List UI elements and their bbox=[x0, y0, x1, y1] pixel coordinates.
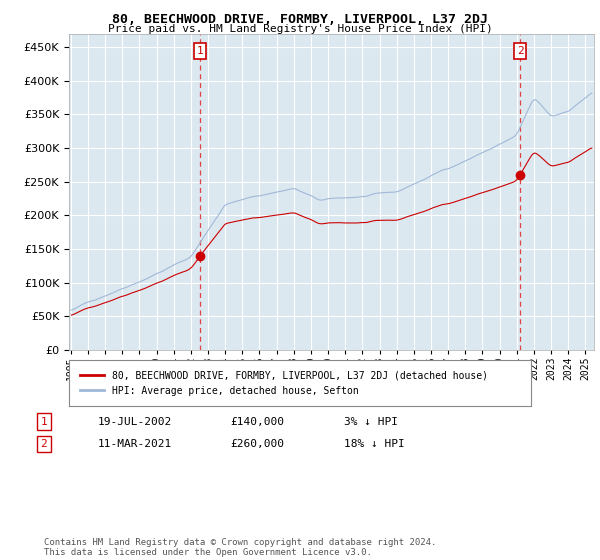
Text: £140,000: £140,000 bbox=[230, 417, 284, 427]
Text: 2: 2 bbox=[40, 439, 47, 449]
Text: 19-JUL-2002: 19-JUL-2002 bbox=[98, 417, 172, 427]
Text: 3% ↓ HPI: 3% ↓ HPI bbox=[344, 417, 398, 427]
Text: 1: 1 bbox=[40, 417, 47, 427]
Text: 11-MAR-2021: 11-MAR-2021 bbox=[98, 439, 172, 449]
Text: 80, BEECHWOOD DRIVE, FORMBY, LIVERPOOL, L37 2DJ: 80, BEECHWOOD DRIVE, FORMBY, LIVERPOOL, … bbox=[112, 13, 488, 26]
Legend: 80, BEECHWOOD DRIVE, FORMBY, LIVERPOOL, L37 2DJ (detached house), HPI: Average p: 80, BEECHWOOD DRIVE, FORMBY, LIVERPOOL, … bbox=[74, 365, 494, 402]
Text: Price paid vs. HM Land Registry's House Price Index (HPI): Price paid vs. HM Land Registry's House … bbox=[107, 24, 493, 34]
Text: 2: 2 bbox=[517, 46, 523, 56]
Text: 1: 1 bbox=[197, 46, 203, 56]
Text: 18% ↓ HPI: 18% ↓ HPI bbox=[344, 439, 404, 449]
Text: £260,000: £260,000 bbox=[230, 439, 284, 449]
Text: Contains HM Land Registry data © Crown copyright and database right 2024.
This d: Contains HM Land Registry data © Crown c… bbox=[44, 538, 436, 557]
